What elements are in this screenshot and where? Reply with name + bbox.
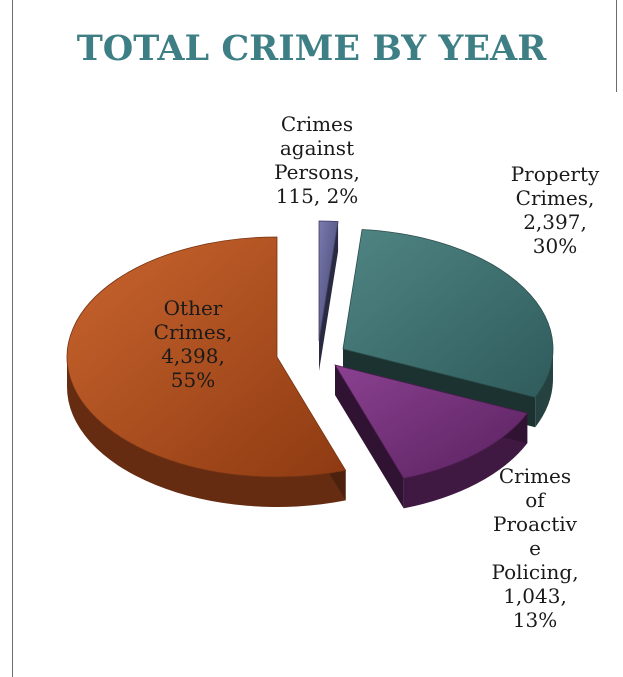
slice-label-property-crimes: Property Crimes, 2,397, 30%	[495, 162, 615, 258]
slice-label-line: of	[525, 488, 545, 512]
chart-title: TOTAL CRIME BY YEAR	[76, 28, 547, 69]
pie-slice-crimes-of-proactive-policing	[334, 364, 528, 509]
pie-slice-side	[535, 349, 553, 428]
slice-label-line: 55%	[170, 368, 216, 392]
slice-label-line: 4,398,	[161, 344, 225, 368]
slice-label-crimes-of-proactive-policing: Crimes of Proactiv e Policing, 1,043, 13%	[470, 464, 600, 632]
slice-label-line: 115, 2%	[275, 184, 359, 208]
slice-label-line: 2,397,	[523, 210, 587, 234]
slice-label-line: against	[279, 136, 355, 160]
slice-label-line: Crimes	[280, 112, 354, 136]
pie-slice-other-crimes	[66, 236, 347, 507]
slice-label-line: 30%	[532, 234, 578, 258]
slice-label-line: Policing,	[491, 560, 579, 584]
slice-label-line: e	[529, 536, 541, 560]
chart-frame-left-border	[12, 0, 13, 677]
pie-slice-top	[334, 364, 528, 479]
chart-frame-right-border	[616, 0, 617, 92]
slice-label-other-crimes: Other Crimes, 4,398, 55%	[138, 296, 248, 392]
pie-slice-top	[66, 236, 347, 478]
slice-label-line: Crimes	[498, 464, 572, 488]
pie-slice-cut	[335, 365, 404, 509]
slice-label-line: Crimes,	[153, 320, 233, 344]
pie-slice-side	[403, 413, 528, 509]
slice-label-line: Proactiv	[493, 512, 577, 536]
slice-label-line: Other	[163, 296, 223, 320]
pie-slice-top	[318, 220, 339, 342]
slice-label-line: 1,043,	[503, 584, 567, 608]
slice-label-line: Property	[510, 162, 600, 186]
slice-label-line: Crimes,	[515, 186, 595, 210]
pie-slice-cut	[319, 221, 339, 371]
slice-label-line: Persons,	[274, 160, 360, 184]
pie-slice-top	[342, 229, 554, 398]
slice-label-line: 13%	[512, 608, 558, 632]
slice-label-crimes-against-persons: Crimes against Persons, 115, 2%	[262, 112, 372, 208]
pie-slice-side	[67, 357, 346, 507]
pie-slice-crimes-against-persons	[318, 220, 339, 371]
